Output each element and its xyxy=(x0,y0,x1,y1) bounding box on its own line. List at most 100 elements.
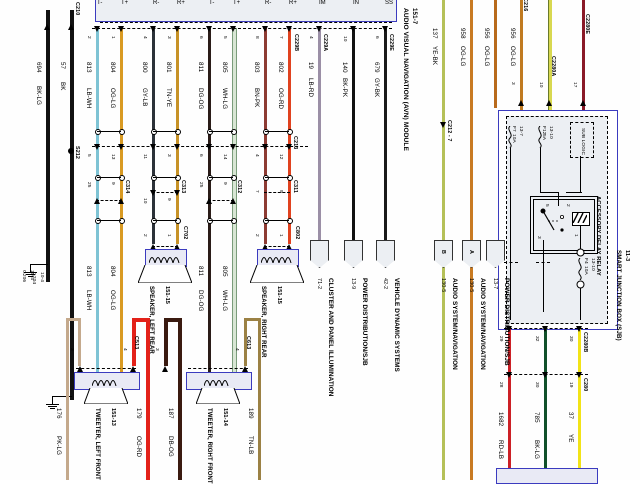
module-pin-in: IN xyxy=(353,0,359,6)
relay-lead-f7 xyxy=(510,148,511,320)
ground-ref-g206: 10-4 xyxy=(29,270,34,281)
wire-679-color: GY-BK xyxy=(373,78,380,98)
fuse-f7-rating: 10A xyxy=(511,134,516,143)
fuse-f4-symbol xyxy=(578,258,582,280)
wire-804-num2: 804 xyxy=(109,266,116,277)
term-813-a xyxy=(95,129,101,135)
wire-176-elbow xyxy=(66,318,80,321)
term-805-a xyxy=(231,129,237,135)
page-tag-letter-b: B xyxy=(440,250,446,254)
sjb-out-dash-bot xyxy=(504,374,588,375)
jumper-800-801-a xyxy=(153,131,177,132)
page-tag-audio-nav-a[interactable] xyxy=(462,240,481,268)
pin-tweeter-r-4: 4 xyxy=(234,348,239,351)
page-tag-label-audio-a: AUDIO SYSTEM/NAVIGATION xyxy=(479,278,486,370)
pin-801-end: 1 xyxy=(166,234,171,237)
page-tag-vehicle-dynamic[interactable] xyxy=(376,240,395,268)
wire-189-drop xyxy=(244,318,247,366)
pin-805-mid: 14 xyxy=(222,154,227,160)
page-tag-audio-nav-b[interactable] xyxy=(434,240,453,268)
f4-lead-top xyxy=(580,226,581,250)
pin-arrow-1682-bot xyxy=(506,372,512,378)
wire-805-wh-lg xyxy=(232,28,237,380)
wire-805-num: 805 xyxy=(221,62,228,73)
relay-label: ACCESSORY DELAY RELAY xyxy=(595,196,601,276)
pin-arrow-811-mid xyxy=(206,144,212,150)
pin-arrow-800-mid xyxy=(150,144,156,150)
pin-804-top: 1 xyxy=(110,36,115,39)
page-tag-power-distribution-13-9[interactable] xyxy=(344,240,363,268)
jumper-803-802-b xyxy=(265,177,289,178)
bus-dash-c313 xyxy=(152,192,178,193)
accessory-delay-relay-inner xyxy=(533,199,595,251)
pin-arrow-187 xyxy=(162,366,168,372)
fuse-f7-id: F7 xyxy=(511,126,516,132)
pin-arrow-801-end xyxy=(174,244,180,250)
accessory-delay-relay-box xyxy=(530,196,598,254)
pin-arrow-805-mid xyxy=(230,144,236,150)
page-tag-power-distribution-13-7[interactable] xyxy=(486,240,505,268)
pin-801-mid: 3 xyxy=(166,154,171,157)
speaker-right-rear-coil xyxy=(261,257,292,263)
ground-ref-g204: 10-4 xyxy=(39,272,44,283)
pin-1682-bot: 28 xyxy=(498,382,503,388)
speaker-left-rear-ref: 151-15 xyxy=(164,286,170,305)
pin-arrow-140 xyxy=(350,26,356,32)
module-pin-names: T- T+ R- R+ T- T+ R- R+ IM IN SS xyxy=(95,0,395,16)
wire-179-color: OG-RD xyxy=(135,436,142,458)
wire-19-lb-rd xyxy=(318,28,321,240)
bus-dash-top xyxy=(92,28,392,29)
module-pin-t-plus-1: T+ xyxy=(121,0,129,6)
wire-785-color: BK-LG xyxy=(533,440,540,460)
term-802-a xyxy=(287,129,293,135)
pin-804-mid: 13 xyxy=(110,154,115,160)
pin-813-top: 2 xyxy=(86,36,91,39)
wire-804-color: OG-LG xyxy=(109,88,116,109)
pin-arrow-803-end xyxy=(262,244,268,250)
jumper-800-801-b xyxy=(153,177,177,178)
tweeter-left-front-horn xyxy=(84,388,128,404)
relay-lead-f12 xyxy=(540,148,541,192)
page-tag-cluster-illumination[interactable] xyxy=(310,240,329,268)
fuse-f4-ref: 13-10 xyxy=(590,258,595,271)
avn-module-title-ref: 151-7 xyxy=(411,8,418,25)
pin-arrow-37-top xyxy=(576,326,582,332)
wire-813-color2: LB-WH xyxy=(85,290,92,311)
term-811-c xyxy=(207,218,213,224)
module-pin-r-minus-1: R- xyxy=(153,0,160,6)
connector-c229e: C229E xyxy=(388,34,394,51)
bus-dash-c311 xyxy=(264,192,290,193)
wire-956b-color: OG-LG xyxy=(509,46,516,67)
pin-arrow-802-mid xyxy=(286,144,292,150)
wire-800-num: 800 xyxy=(141,62,148,73)
tweeter-right-front-ref: 151-14 xyxy=(222,408,228,427)
sjb-exit-dash-2 xyxy=(536,262,550,263)
wire-800-gy-lb xyxy=(152,28,155,244)
page-tag-ref-130-5-b: 130-5 xyxy=(440,278,446,293)
jumper-813-804-a xyxy=(97,131,121,132)
bottom-connector-shell xyxy=(496,468,598,484)
speaker-right-rear-horn xyxy=(250,265,304,283)
wire-176-drop xyxy=(78,318,81,366)
wire-811-dg-og xyxy=(208,28,211,380)
fuse-f12-ref: 13-10 xyxy=(548,126,553,139)
pin-803-end: 2 xyxy=(254,234,259,237)
connector-c702: C702 xyxy=(182,226,188,240)
wire-785-bk-lg xyxy=(544,328,547,480)
pin-37-top: 30 xyxy=(568,336,573,342)
wire-176-num: 176 xyxy=(55,408,62,419)
ground-bar3-g206 xyxy=(50,408,55,409)
connector-c2280b: C2280B xyxy=(582,332,588,353)
wire-811-color2: DG-OG xyxy=(197,290,204,312)
pin-arrow-679 xyxy=(382,26,388,32)
jumper-800-801-c xyxy=(153,220,177,221)
pin-arrow-785-top xyxy=(542,326,548,332)
ground-label-g206: G206 xyxy=(21,270,26,283)
module-pin-t-minus-2: T- xyxy=(209,0,215,6)
pin-802-mid: 12 xyxy=(278,154,283,160)
pin-arrow-801-mid xyxy=(174,144,180,150)
pin-arrow-804-low xyxy=(118,198,124,204)
pin-803-low: 7 xyxy=(254,190,259,193)
connector-c280: C280 xyxy=(582,378,588,392)
